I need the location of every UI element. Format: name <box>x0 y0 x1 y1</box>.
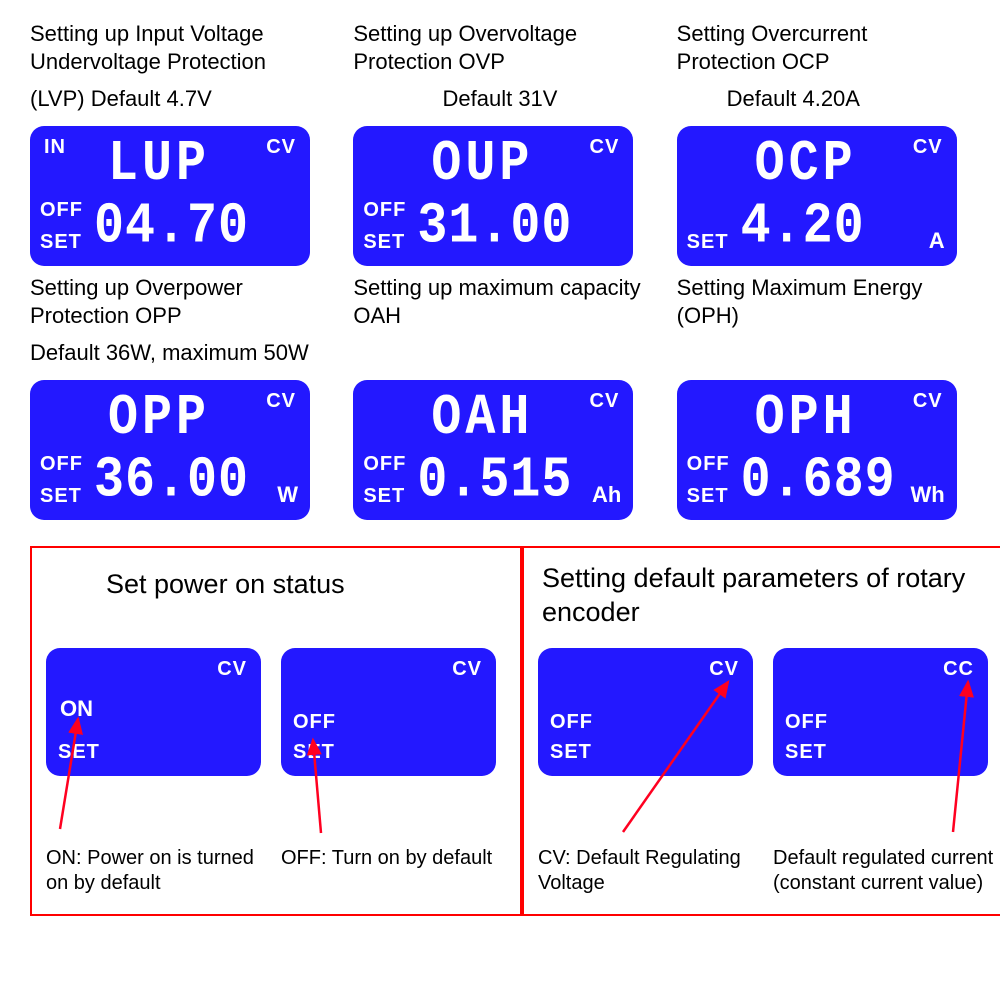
cv-col: CV OFF SET CV: Default Regulating Voltag… <box>538 648 763 896</box>
lcd-off-label: OFF <box>40 453 83 476</box>
lcd-on-label: ON <box>60 696 93 722</box>
lcd-unit: Ah <box>592 482 621 508</box>
lcd-set-label: SET <box>58 741 100 764</box>
lcd-code: LUP <box>108 132 210 198</box>
panel-title: Setting up maximum capacity OAH <box>353 274 646 330</box>
lcd-mode-label: CV <box>590 136 620 159</box>
lcd-unit: Wh <box>910 482 944 508</box>
lcd-set-label: SET <box>293 741 335 764</box>
lcd-cv: CV OFF SET <box>538 648 753 776</box>
lcd-mode-label: CV <box>266 390 296 413</box>
caption: ON: Power on is turned on by default <box>46 846 271 896</box>
lcd-set-label: SET <box>363 231 405 254</box>
panel-oph: Setting Maximum Energy (OPH) CV OPH OFF … <box>677 274 970 520</box>
lcd-value: 04.70 <box>94 194 249 260</box>
lcd-set-label: SET <box>550 741 592 764</box>
panel-title: Setting up Input Voltage Undervoltage Pr… <box>30 20 323 76</box>
lcd-set-label: SET <box>363 485 405 508</box>
lcd-unit: A <box>929 228 945 254</box>
lcd-set-label: SET <box>40 231 82 254</box>
lcd-value: 0.515 <box>417 448 572 514</box>
lcd-off-label: OFF <box>293 711 336 734</box>
box-title: Setting default parameters of rotary enc… <box>538 562 998 634</box>
lcd-opp: CV OPP OFF SET 36.00 W <box>30 380 310 520</box>
bottom-row: Set power on status CV ON SET ON: Power … <box>30 546 970 916</box>
lcd-value: 4.20 <box>741 194 865 260</box>
lcd-oah: CV OAH OFF SET 0.515 Ah <box>353 380 633 520</box>
lcd-code: OPH <box>755 386 857 452</box>
lcd-mode-label: CV <box>709 658 739 681</box>
panel-lvp: Setting up Input Voltage Undervoltage Pr… <box>30 20 323 266</box>
panel-ovp: Setting up Overvoltage Protection OVP De… <box>353 20 646 266</box>
lcd-code: OAH <box>431 386 533 452</box>
panel-subtitle: (LVP) Default 4.7V <box>30 86 323 114</box>
lcd-mode-label: CV <box>590 390 620 413</box>
caption: Default regulated current (constant curr… <box>773 846 998 896</box>
cc-col: CC OFF SET Default regulated current (co… <box>773 648 998 896</box>
panel-subtitle: Default 36W, maximum 50W <box>30 340 323 368</box>
lcd-set-label: SET <box>687 231 729 254</box>
lcd-set-label: SET <box>687 485 729 508</box>
lcd-set-label: SET <box>40 485 82 508</box>
panel-subtitle <box>677 340 970 368</box>
lcd-oph: CV OPH OFF SET 0.689 Wh <box>677 380 957 520</box>
lcd-code: OCP <box>755 132 857 198</box>
lcd-unit: W <box>277 482 298 508</box>
panel-title: Setting Maximum Energy (OPH) <box>677 274 970 330</box>
lcd-lvp: IN CV LUP OFF SET 04.70 <box>30 126 310 266</box>
lcd-set-label: SET <box>785 741 827 764</box>
lcd-pair: CV ON SET ON: Power on is turned on by d… <box>46 648 506 896</box>
power-off-col: CV OFF SET OFF: Turn on by default <box>281 648 506 896</box>
lcd-code: OUP <box>431 132 533 198</box>
lcd-pair: CV OFF SET CV: Default Regulating Voltag… <box>538 648 998 896</box>
lcd-power-off: CV OFF SET <box>281 648 496 776</box>
box-title: Set power on status <box>46 562 506 634</box>
lcd-mode-label: CV <box>913 390 943 413</box>
lcd-mode-label: CV <box>913 136 943 159</box>
panel-oah: Setting up maximum capacity OAH CV OAH O… <box>353 274 646 520</box>
rotary-encoder-box: Setting default parameters of rotary enc… <box>522 546 1000 916</box>
lcd-mode-label: CV <box>266 136 296 159</box>
panel-title: Setting Overcurrent Protection OCP <box>677 20 970 76</box>
panel-subtitle <box>353 340 646 368</box>
panel-subtitle: Default 31V <box>353 86 646 114</box>
lcd-mode-label: CV <box>217 658 247 681</box>
caption: OFF: Turn on by default <box>281 846 492 871</box>
lcd-power-on: CV ON SET <box>46 648 261 776</box>
lcd-value: 36.00 <box>94 448 249 514</box>
lcd-value: 31.00 <box>417 194 572 260</box>
panel-subtitle: Default 4.20A <box>677 86 970 114</box>
lcd-code: OPP <box>108 386 210 452</box>
panel-opp: Setting up Overpower Protection OPP Defa… <box>30 274 323 520</box>
panel-title: Setting up Overpower Protection OPP <box>30 274 323 330</box>
panel-title: Setting up Overvoltage Protection OVP <box>353 20 646 76</box>
lcd-mode-label: CV <box>452 658 482 681</box>
lcd-off-label: OFF <box>40 199 83 222</box>
lcd-off-label: OFF <box>785 711 828 734</box>
settings-grid: Setting up Input Voltage Undervoltage Pr… <box>30 20 970 520</box>
power-on-status-box: Set power on status CV ON SET ON: Power … <box>30 546 522 916</box>
panel-ocp: Setting Overcurrent Protection OCP Defau… <box>677 20 970 266</box>
power-on-col: CV ON SET ON: Power on is turned on by d… <box>46 648 271 896</box>
lcd-ovp: CV OUP OFF SET 31.00 <box>353 126 633 266</box>
lcd-ocp: CV OCP SET 4.20 A <box>677 126 957 266</box>
lcd-in-label: IN <box>44 136 66 159</box>
lcd-mode-label: CC <box>943 658 974 681</box>
lcd-cc: CC OFF SET <box>773 648 988 776</box>
lcd-off-label: OFF <box>687 453 730 476</box>
lcd-off-label: OFF <box>363 453 406 476</box>
lcd-value: 0.689 <box>741 448 896 514</box>
lcd-off-label: OFF <box>550 711 593 734</box>
lcd-off-label: OFF <box>363 199 406 222</box>
caption: CV: Default Regulating Voltage <box>538 846 763 896</box>
